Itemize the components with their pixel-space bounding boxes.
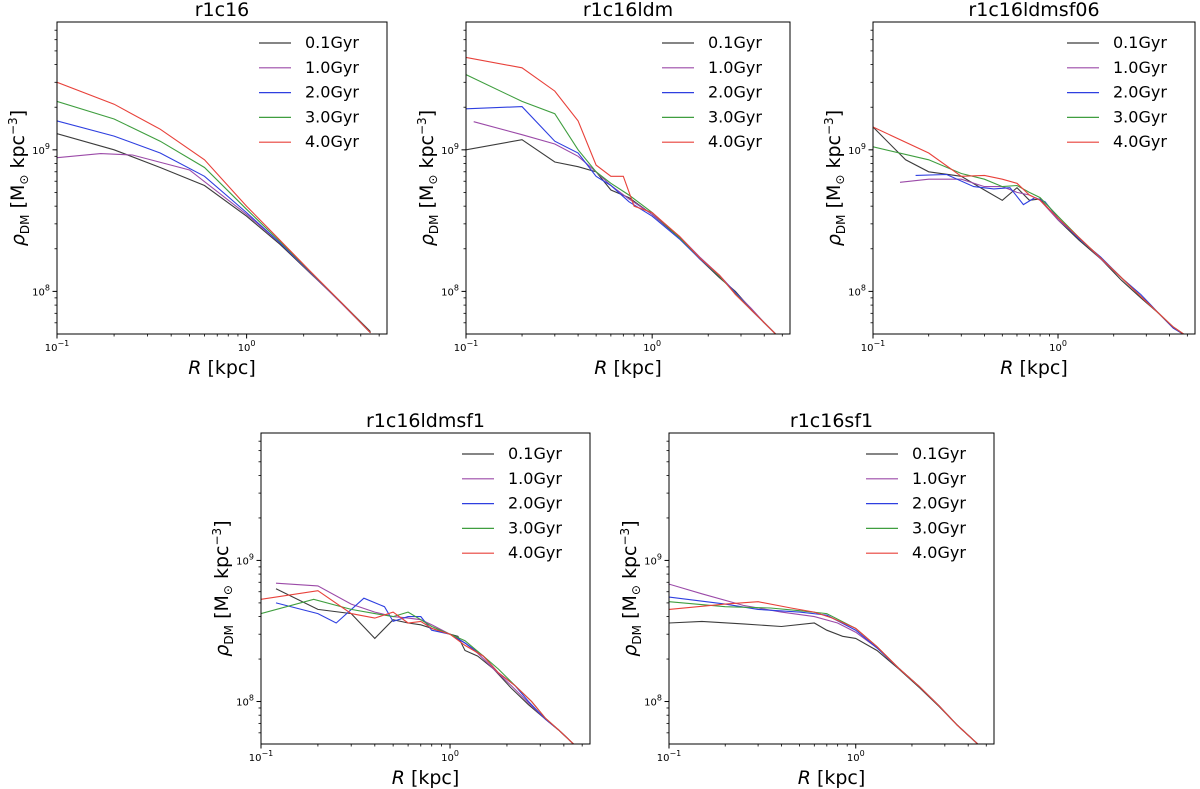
panel-r1c16: 10−1 100 108 109 r1c16 R [kpc] ρDM [M⊙ kpc−3] 0… <box>6 0 388 379</box>
legend-label: 2.0Gyr <box>305 83 359 102</box>
chart-title: r1c16sf1 <box>790 410 873 432</box>
series-line-4.0Gyr <box>466 56 776 334</box>
x-axis-label: R [kpc] <box>1000 357 1068 379</box>
series-group <box>57 81 371 334</box>
y-tick-label: 108 <box>848 283 866 298</box>
legend-label: 4.0Gyr <box>305 132 359 151</box>
panel-r1c16ldmsf06: 10−1 100 108 109 r1c16ldmsf06 R [kpc] ρDM [M⊙ … <box>822 0 1196 379</box>
panel-r1c16ldm: 10−1 100 108 109 r1c16ldm R [kpc] ρDM [M⊙ kpc−… <box>415 0 791 379</box>
x-tick-label: 10−1 <box>45 339 70 354</box>
legend-label: 3.0Gyr <box>508 518 562 537</box>
series-line-4.0Gyr <box>57 81 371 334</box>
series-line-1.0Gyr <box>669 583 979 744</box>
y-axis-label: ρDM [M⊙ kpc−3] <box>822 110 848 246</box>
chart-title: r1c16ldmsf1 <box>366 410 485 432</box>
legend-label: 4.0Gyr <box>708 132 762 151</box>
legend-label: 3.0Gyr <box>912 518 966 537</box>
x-axis-label: R [kpc] <box>594 357 662 379</box>
legend-label: 0.1Gyr <box>305 33 359 52</box>
y-tick-label: 108 <box>236 694 254 709</box>
series-line-4.0Gyr <box>261 590 574 744</box>
x-tick-label: 100 <box>1049 339 1067 354</box>
x-tick-label: 100 <box>847 749 865 764</box>
series-line-0.1Gyr <box>57 133 371 332</box>
x-tick-label: 10−1 <box>657 749 682 764</box>
legend-label: 0.1Gyr <box>708 33 762 52</box>
x-tick-label: 10−1 <box>861 339 886 354</box>
plot-frame <box>465 21 791 335</box>
series-line-0.1Gyr <box>275 588 574 744</box>
y-axis-label: ρDM [M⊙ kpc−3] <box>6 110 32 246</box>
series-line-0.1Gyr <box>873 126 1185 334</box>
chart-title: r1c16ldmsf06 <box>968 0 1099 21</box>
x-tick-label: 10−1 <box>249 749 274 764</box>
panel-r1c16ldmsf1: 10−1 100 108 109 r1c16ldmsf1 R [kpc] ρDM [M⊙ k… <box>210 410 591 789</box>
legend-label: 4.0Gyr <box>1113 132 1167 151</box>
x-tick-label: 100 <box>643 339 661 354</box>
series-line-1.0Gyr <box>275 582 574 744</box>
legend-label: 3.0Gyr <box>708 107 762 126</box>
panel-r1c16sf1: 10−1 100 108 109 r1c16sf1 R [kpc] ρDM [M⊙ kpc−… <box>618 410 995 789</box>
legend-label: 4.0Gyr <box>508 543 562 562</box>
plot-frame <box>56 21 388 335</box>
y-axis-label: ρDM [M⊙ kpc−3] <box>210 520 236 656</box>
series-line-4.0Gyr <box>669 601 979 744</box>
series-line-1.0Gyr <box>473 121 776 334</box>
y-tick-label: 108 <box>441 283 459 298</box>
series-line-3.0Gyr <box>669 601 979 744</box>
series-line-0.1Gyr <box>669 620 979 744</box>
series-line-2.0Gyr <box>275 597 574 744</box>
legend-label: 1.0Gyr <box>1113 58 1167 77</box>
plot-frame <box>668 432 995 745</box>
plot-frame <box>260 432 591 745</box>
series-group <box>261 582 574 744</box>
x-axis-label: R [kpc] <box>798 767 866 789</box>
series-line-1.0Gyr <box>57 153 371 334</box>
chart-title: r1c16ldm <box>583 0 673 21</box>
x-axis-label: R [kpc] <box>188 357 256 379</box>
y-tick-label: 109 <box>848 142 866 157</box>
series-line-2.0Gyr <box>57 120 371 334</box>
x-tick-label: 10−1 <box>454 339 479 354</box>
series-line-4.0Gyr <box>873 126 1185 334</box>
y-tick-label: 108 <box>644 694 662 709</box>
plot-frame <box>872 21 1196 335</box>
legend-label: 1.0Gyr <box>912 469 966 488</box>
legend-label: 0.1Gyr <box>508 444 562 463</box>
legend-label: 1.0Gyr <box>508 469 562 488</box>
series-line-3.0Gyr <box>261 598 574 744</box>
series-line-2.0Gyr <box>915 173 1185 334</box>
legend-label: 1.0Gyr <box>305 58 359 77</box>
chart-title: r1c16 <box>195 0 250 21</box>
y-tick-label: 109 <box>32 142 50 157</box>
legend-label: 2.0Gyr <box>508 494 562 513</box>
x-tick-label: 100 <box>441 749 459 764</box>
legend-label: 1.0Gyr <box>708 58 762 77</box>
y-tick-label: 109 <box>236 552 254 567</box>
legend-label: 3.0Gyr <box>1113 107 1167 126</box>
y-tick-label: 109 <box>644 552 662 567</box>
legend-label: 2.0Gyr <box>912 494 966 513</box>
legend-label: 2.0Gyr <box>708 83 762 102</box>
x-tick-label: 100 <box>238 339 256 354</box>
legend-label: 2.0Gyr <box>1113 83 1167 102</box>
y-axis-label: ρDM [M⊙ kpc−3] <box>618 520 644 656</box>
series-line-0.1Gyr <box>466 139 776 334</box>
y-axis-label: ρDM [M⊙ kpc−3] <box>415 110 441 246</box>
x-axis-label: R [kpc] <box>392 767 460 789</box>
y-tick-label: 108 <box>32 283 50 298</box>
series-group <box>669 583 979 744</box>
y-tick-label: 109 <box>441 142 459 157</box>
legend-label: 4.0Gyr <box>912 543 966 562</box>
legend-label: 0.1Gyr <box>912 444 966 463</box>
series-group <box>873 126 1185 334</box>
series-group <box>466 56 776 334</box>
legend-label: 3.0Gyr <box>305 107 359 126</box>
legend-label: 0.1Gyr <box>1113 33 1167 52</box>
